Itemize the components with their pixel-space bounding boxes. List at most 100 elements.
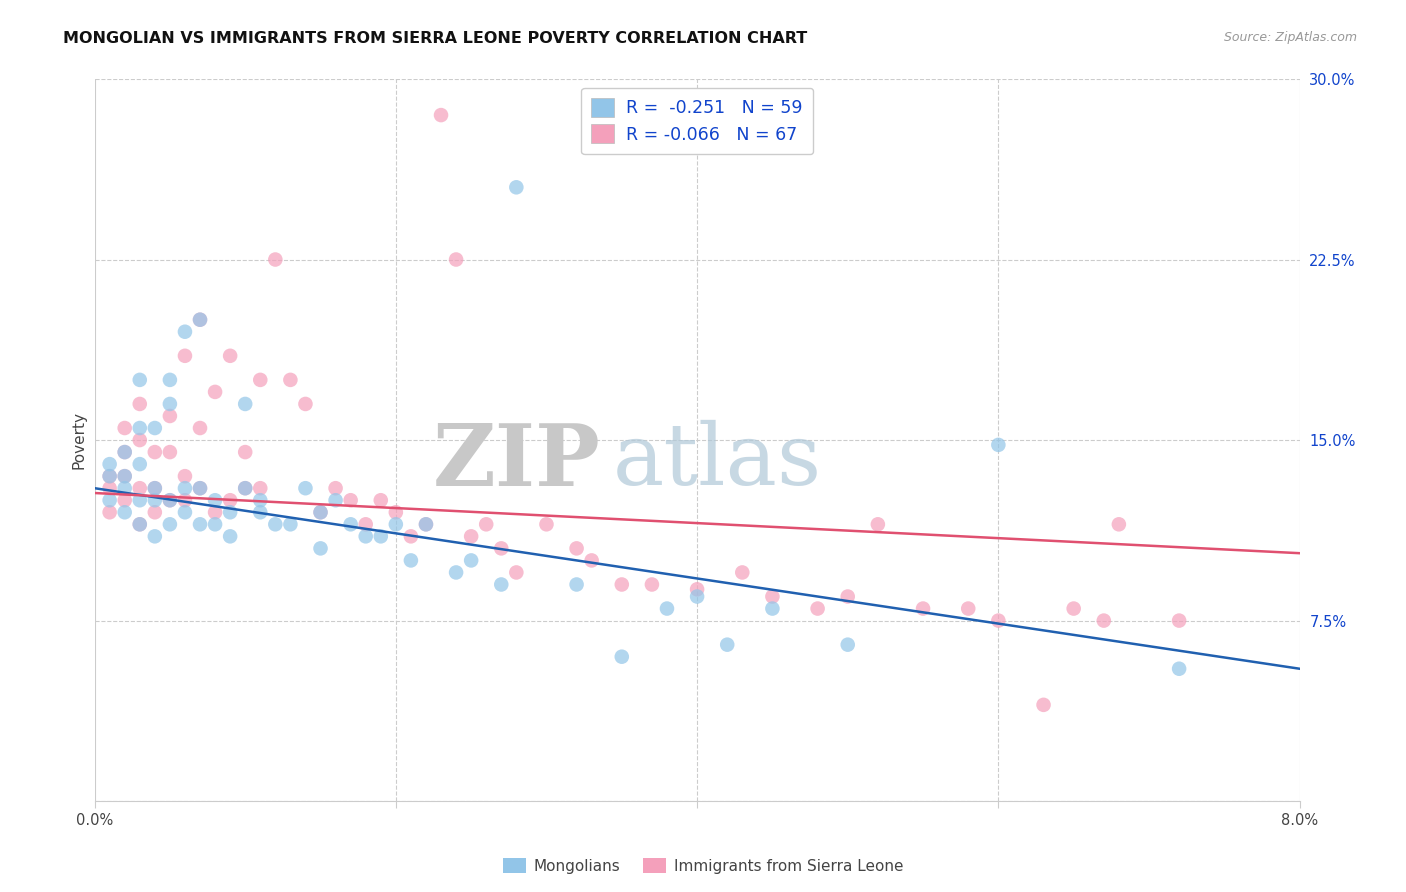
Point [610,577,633,591]
Point [114,469,136,483]
Point [565,541,588,556]
Point [159,517,181,532]
Text: atlas: atlas [613,420,823,503]
Point [354,529,377,543]
Point [444,566,467,580]
Point [114,481,136,495]
Point [731,566,754,580]
Point [188,312,211,326]
Point [233,481,256,495]
Point [807,601,830,615]
Point [114,445,136,459]
Point [354,517,377,532]
Point [385,505,408,519]
Point [565,577,588,591]
Point [415,517,437,532]
Text: Source: ZipAtlas.com: Source: ZipAtlas.com [1223,31,1357,45]
Point [114,469,136,483]
Point [536,517,558,532]
Point [188,312,211,326]
Point [415,517,437,532]
Point [491,577,513,591]
Point [280,373,302,387]
Point [159,397,181,411]
Point [761,601,783,615]
Point [249,373,271,387]
Point [143,445,166,459]
Point [399,529,422,543]
Point [370,493,392,508]
Point [249,493,271,508]
Legend: R =  -0.251   N = 59, R = -0.066   N = 67: R = -0.251 N = 59, R = -0.066 N = 67 [581,87,813,154]
Point [114,421,136,435]
Point [957,601,980,615]
Point [174,481,197,495]
Point [837,638,859,652]
Text: ZIP: ZIP [433,420,600,504]
Point [249,481,271,495]
Point [114,445,136,459]
Point [143,493,166,508]
Point [159,493,181,508]
Point [219,349,242,363]
Point [686,590,709,604]
Point [249,505,271,519]
Point [233,397,256,411]
Point [987,438,1010,452]
Point [219,529,242,543]
Point [204,384,226,399]
Point [716,638,738,652]
Legend: Mongolians, Immigrants from Sierra Leone: Mongolians, Immigrants from Sierra Leone [496,852,910,880]
Point [491,541,513,556]
Point [98,457,121,471]
Point [264,517,287,532]
Point [128,433,150,447]
Point [188,481,211,495]
Point [188,517,211,532]
Point [460,553,482,567]
Point [143,421,166,435]
Point [98,469,121,483]
Point [339,493,361,508]
Point [128,481,150,495]
Point [370,529,392,543]
Point [98,469,121,483]
Point [460,529,482,543]
Point [233,445,256,459]
Point [128,493,150,508]
Point [641,577,664,591]
Point [505,566,527,580]
Point [188,421,211,435]
Point [475,517,498,532]
Point [385,517,408,532]
Point [98,493,121,508]
Point [264,252,287,267]
Point [309,505,332,519]
Point [204,493,226,508]
Point [1108,517,1130,532]
Point [325,493,347,508]
Point [174,349,197,363]
Point [143,505,166,519]
Point [114,505,136,519]
Point [1032,698,1054,712]
Point [1168,662,1191,676]
Point [655,601,678,615]
Point [114,493,136,508]
Point [339,517,361,532]
Point [1168,614,1191,628]
Point [866,517,889,532]
Point [188,481,211,495]
Point [128,457,150,471]
Point [128,373,150,387]
Point [204,505,226,519]
Point [233,481,256,495]
Point [761,590,783,604]
Point [174,505,197,519]
Point [1092,614,1115,628]
Y-axis label: Poverty: Poverty [72,411,86,469]
Text: MONGOLIAN VS IMMIGRANTS FROM SIERRA LEONE POVERTY CORRELATION CHART: MONGOLIAN VS IMMIGRANTS FROM SIERRA LEON… [63,31,807,46]
Point [128,517,150,532]
Point [174,469,197,483]
Point [159,373,181,387]
